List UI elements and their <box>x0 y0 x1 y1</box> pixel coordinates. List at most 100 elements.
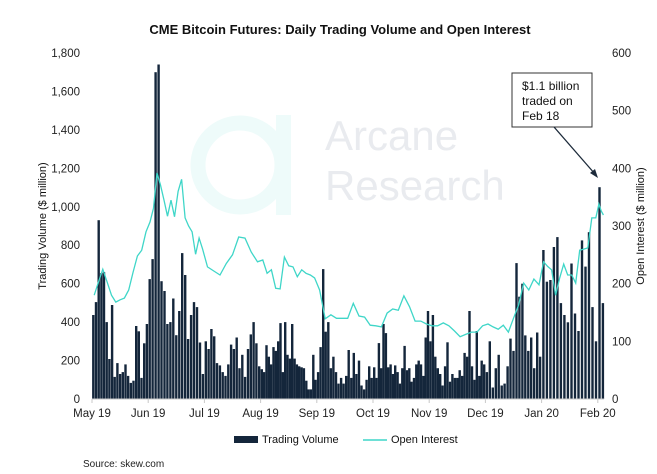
volume-bar <box>357 360 361 399</box>
volume-bar <box>229 344 233 399</box>
volume-bar <box>184 275 187 399</box>
volume-bar <box>258 366 261 399</box>
volume-bar <box>380 368 383 399</box>
volume-bar <box>559 303 563 399</box>
volume-bar <box>426 311 430 399</box>
right-tick-label: 500 <box>612 106 631 118</box>
right-tick-label: 200 <box>612 279 631 291</box>
volume-bar <box>463 352 466 399</box>
volume-bar <box>319 347 322 399</box>
volume-bar <box>352 352 355 399</box>
volume-bar <box>327 322 330 399</box>
left-axis-ticks: 0 200 400 600 800 1,000 1,200 1,400 1,600 1,800 <box>51 48 80 406</box>
volume-bar <box>542 250 545 399</box>
volume-bar <box>458 370 461 399</box>
left-tick-label: 1,600 <box>51 86 80 98</box>
volume-bar <box>601 303 605 399</box>
volume-bar <box>401 368 404 399</box>
volume-bar <box>274 350 277 399</box>
volume-bar <box>265 345 268 399</box>
volume-bar <box>494 368 497 399</box>
x-tick-label: Feb 20 <box>580 408 616 420</box>
volume-bar <box>480 360 483 399</box>
watermark: Arcane Research <box>190 112 505 215</box>
volume-bar <box>488 341 491 399</box>
volume-bar <box>163 291 166 399</box>
volume-bar <box>394 365 397 399</box>
volume-bar <box>396 372 399 399</box>
volume-bar <box>322 269 325 399</box>
volume-bar <box>118 374 122 399</box>
volume-bar <box>102 272 106 399</box>
volume-bar <box>545 281 549 399</box>
volume-bar <box>332 356 335 399</box>
volume-bar <box>491 387 494 399</box>
volume-bar <box>483 364 486 399</box>
volume-bar <box>470 366 474 399</box>
right-tick-label: 100 <box>612 336 631 348</box>
volume-bar <box>140 377 143 399</box>
volume-bar <box>235 337 238 399</box>
volume-bar <box>277 341 280 399</box>
open-interest-line <box>93 172 604 338</box>
volume-bar <box>272 347 275 399</box>
volume-bar <box>302 368 306 399</box>
volume-bar <box>563 315 566 399</box>
volume-bar <box>329 368 333 399</box>
chart-title: CME Bitcoin Futures: Daily Trading Volum… <box>149 22 531 37</box>
right-tick-label: 0 <box>612 394 618 406</box>
volume-bar <box>337 383 340 399</box>
volume-bar <box>288 358 292 399</box>
volume-bar <box>316 372 320 399</box>
volume-bar <box>591 307 594 399</box>
volume-bar <box>584 266 587 399</box>
volume-bar <box>143 343 146 399</box>
volume-bar <box>210 329 213 399</box>
x-tick-label: Dec 19 <box>467 408 503 420</box>
volume-bar <box>355 374 358 399</box>
volume-bar <box>512 350 515 399</box>
volume-bar <box>441 385 444 399</box>
volume-bar <box>262 372 266 399</box>
x-tick-label: Oct 19 <box>356 408 390 420</box>
legend: Trading Volume Open Interest <box>234 434 458 446</box>
volume-bar <box>286 354 289 399</box>
left-tick-label: 1,800 <box>51 48 80 60</box>
right-tick-label: 400 <box>612 163 631 175</box>
volume-bar <box>215 363 219 399</box>
volume-bar <box>594 341 598 399</box>
volume-bar <box>166 324 169 399</box>
volume-bar <box>362 389 366 399</box>
volume-bar <box>410 381 413 399</box>
volume-bar <box>587 232 591 399</box>
volume-bar <box>178 311 181 399</box>
volume-bar <box>533 368 536 399</box>
volume-bar <box>408 368 411 399</box>
volume-bar <box>169 322 172 399</box>
volume-bar <box>345 375 348 399</box>
volume-bar <box>503 383 506 399</box>
volume-bar <box>475 331 478 399</box>
volume-bar <box>160 281 163 399</box>
volume-bar <box>429 341 432 399</box>
volume-bar <box>509 338 512 399</box>
volume-bar <box>307 389 310 399</box>
volume-bar <box>324 331 327 399</box>
volume-bar <box>417 360 420 399</box>
volume-bar <box>497 354 500 399</box>
volume-bar <box>157 64 160 399</box>
volume-bar <box>391 374 395 399</box>
volume-bar <box>314 379 317 399</box>
volume-bar <box>434 356 437 399</box>
volume-bar <box>448 381 452 399</box>
legend-label-volume: Trading Volume <box>262 434 339 446</box>
volume-bar <box>389 364 392 399</box>
volume-bar <box>384 333 388 399</box>
volume-bar <box>309 389 313 399</box>
volume-bar <box>521 283 524 399</box>
volume-bar <box>368 366 371 399</box>
volume-bar <box>305 380 308 399</box>
right-axis-label: Open Interest ($ million) <box>635 167 647 284</box>
volume-bar <box>339 377 343 399</box>
volume-bar <box>279 323 282 399</box>
